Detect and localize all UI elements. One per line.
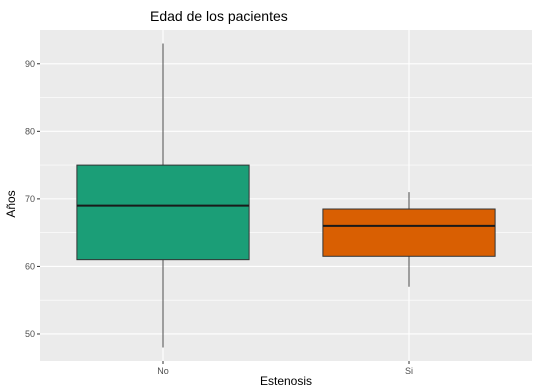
- box-layer: [76, 43, 496, 348]
- y-tick-label: 80: [25, 126, 35, 136]
- x-tick-label: Si: [405, 366, 413, 376]
- box-iqr: [322, 208, 496, 257]
- x-tick-label: No: [157, 366, 169, 376]
- y-tick-label: 60: [25, 261, 35, 271]
- axis-layer: 50 60 70 80 90 No Si: [25, 59, 413, 376]
- y-tick-label: 50: [25, 329, 35, 339]
- y-tick-label: 90: [25, 59, 35, 69]
- y-tick-label: 70: [25, 194, 35, 204]
- box-no: [76, 43, 250, 348]
- x-axis-title: Estenosis: [260, 374, 312, 388]
- box-iqr: [76, 164, 250, 261]
- box-si: [322, 192, 496, 287]
- y-axis-title: Años: [4, 190, 18, 217]
- chart-title: Edad de los pacientes: [150, 8, 288, 24]
